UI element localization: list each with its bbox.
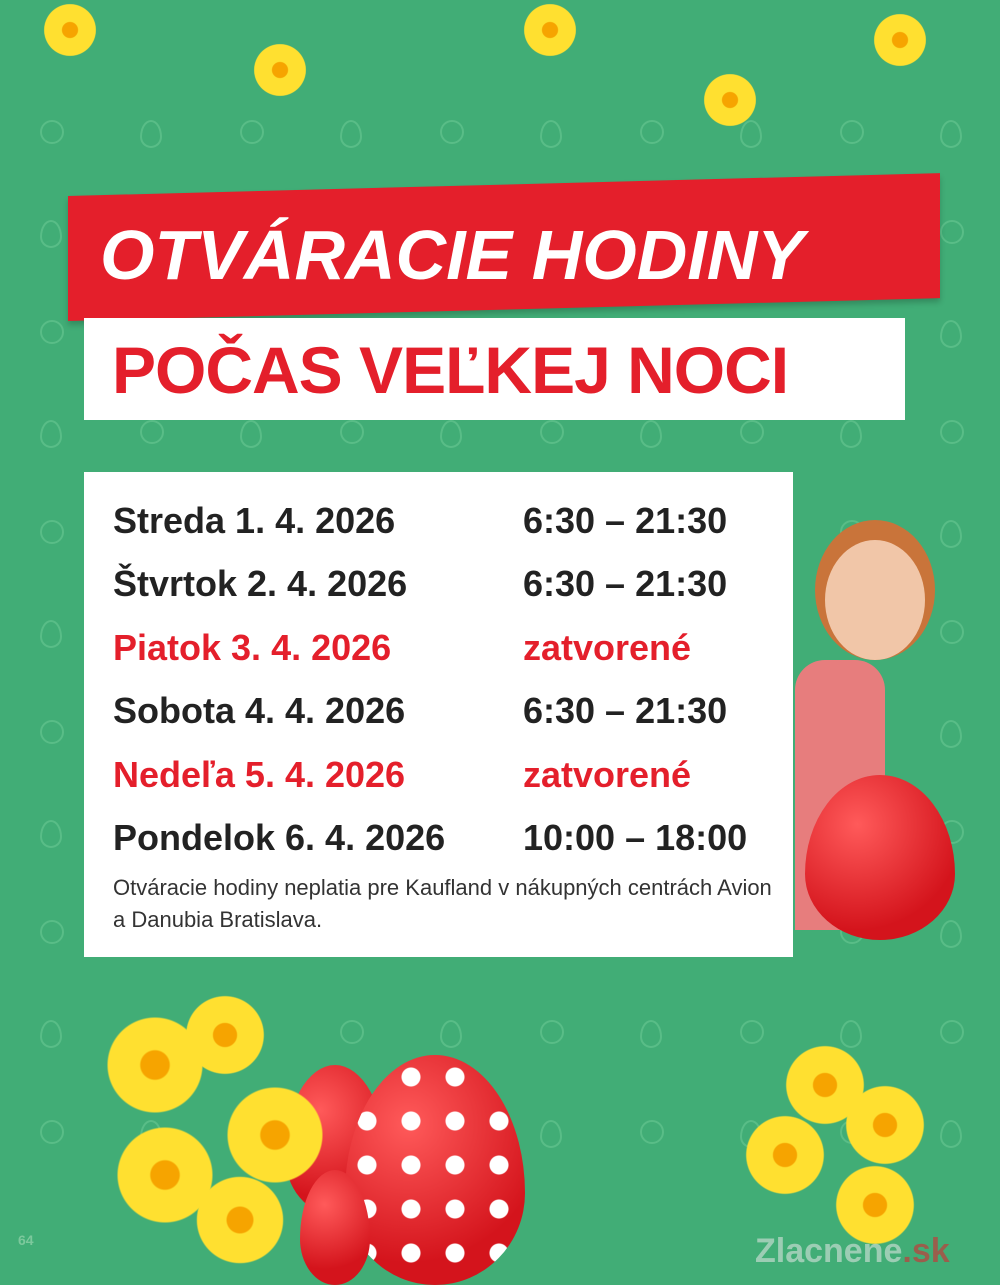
pattern-egg-icon: [140, 420, 164, 444]
day-label: Streda 1. 4. 2026: [113, 500, 396, 541]
pattern-egg-icon: [940, 320, 962, 348]
pattern-egg-icon: [40, 420, 62, 448]
pattern-egg-icon: [240, 120, 264, 144]
day-label: Pondelok 6. 4. 2026: [113, 817, 446, 858]
pattern-egg-icon: [940, 920, 962, 948]
pattern-egg-icon: [640, 1020, 662, 1048]
day-label: Štvrtok 2. 4. 2026: [113, 563, 408, 604]
pattern-egg-icon: [340, 420, 364, 444]
pattern-egg-icon: [440, 1020, 462, 1048]
forsythia-flower: [250, 40, 310, 100]
pattern-egg-icon: [440, 120, 464, 144]
pattern-egg-icon: [40, 1120, 64, 1144]
pattern-egg-icon: [540, 120, 562, 148]
day-label: Sobota 4. 4. 2026: [113, 690, 406, 731]
page-number: 64: [18, 1232, 34, 1248]
woman-with-egg-image: [795, 510, 955, 950]
hours-value: zatvorené: [523, 627, 692, 668]
pattern-egg-icon: [340, 1020, 364, 1044]
daffodil: [840, 1080, 930, 1170]
schedule-row: Streda 1. 4. 2026 6:30 – 21:30: [113, 500, 773, 544]
pattern-egg-icon: [740, 1020, 764, 1044]
pattern-egg-icon: [40, 720, 64, 744]
pattern-egg-icon: [40, 320, 64, 344]
pattern-egg-icon: [240, 420, 262, 448]
schedule-row: Štvrtok 2. 4. 2026 6:30 – 21:30: [113, 563, 773, 607]
watermark-domain: .sk: [902, 1232, 950, 1270]
pattern-egg-icon: [40, 120, 64, 144]
pattern-egg-icon: [940, 1020, 964, 1044]
opening-hours-table: Streda 1. 4. 2026 6:30 – 21:30 Štvrtok 2. …: [84, 472, 793, 957]
title-line2: POČAS VEĽKEJ NOCI: [112, 333, 789, 407]
schedule-row: Pondelok 6. 4. 2026 10:00 – 18:00: [113, 817, 773, 861]
pattern-egg-icon: [40, 620, 62, 648]
pattern-egg-icon: [40, 1020, 62, 1048]
subtitle-banner: [84, 318, 905, 420]
forsythia-flower: [870, 10, 930, 70]
daffodil: [180, 990, 270, 1080]
pattern-egg-icon: [940, 420, 964, 444]
hours-value: 6:30 – 21:30: [523, 563, 728, 604]
hours-value: 6:30 – 21:30: [523, 500, 728, 541]
pattern-egg-icon: [40, 920, 64, 944]
pattern-egg-icon: [840, 120, 864, 144]
pattern-egg-icon: [940, 120, 962, 148]
pattern-egg-icon: [40, 520, 64, 544]
pattern-egg-icon: [340, 120, 362, 148]
day-label: Nedeľa 5. 4. 2026: [113, 754, 406, 795]
hours-value: 6:30 – 21:30: [523, 690, 728, 731]
red-egg: [300, 1170, 370, 1285]
title-line1: OTVÁRACIE HODINY: [100, 216, 804, 294]
pattern-egg-icon: [640, 1120, 664, 1144]
note: Otváracie hodiny neplatia pre Kaufland v…: [113, 875, 772, 932]
pattern-egg-icon: [540, 1020, 564, 1044]
polka-dot-egg: [345, 1055, 525, 1285]
schedule-row: Piatok 3. 4. 2026 zatvorené: [113, 627, 773, 671]
daffodil: [740, 1110, 830, 1200]
pattern-egg-icon: [940, 220, 964, 244]
pattern-egg-icon: [540, 1120, 562, 1148]
watermark-text: Zlacnene: [755, 1232, 903, 1270]
daffodil: [830, 1160, 920, 1250]
forsythia-flower: [520, 0, 580, 60]
day-label: Piatok 3. 4. 2026: [113, 627, 392, 668]
pattern-egg-icon: [940, 520, 962, 548]
pattern-egg-icon: [40, 820, 62, 848]
hours-value: zatvorené: [523, 754, 692, 795]
pattern-egg-icon: [140, 120, 162, 148]
pattern-egg-icon: [940, 720, 962, 748]
forsythia-flower: [700, 70, 760, 130]
pattern-egg-icon: [540, 420, 564, 444]
schedule-row: Nedeľa 5. 4. 2026 zatvorené: [113, 754, 773, 798]
pattern-egg-icon: [940, 1120, 962, 1148]
watermark: Zlacnene.sk: [755, 1232, 950, 1271]
hours-value: 10:00 – 18:00: [523, 817, 748, 858]
pattern-egg-icon: [740, 420, 764, 444]
pattern-egg-icon: [940, 620, 964, 644]
pattern-egg-icon: [640, 120, 664, 144]
pattern-egg-icon: [40, 220, 62, 248]
schedule-row: Sobota 4. 4. 2026 6:30 – 21:30: [113, 690, 773, 734]
pattern-egg-icon: [440, 420, 462, 448]
daffodil: [190, 1170, 290, 1270]
pattern-egg-icon: [840, 1020, 862, 1048]
forsythia-flower: [40, 0, 100, 60]
pattern-egg-icon: [640, 420, 662, 448]
pattern-egg-icon: [840, 420, 862, 448]
